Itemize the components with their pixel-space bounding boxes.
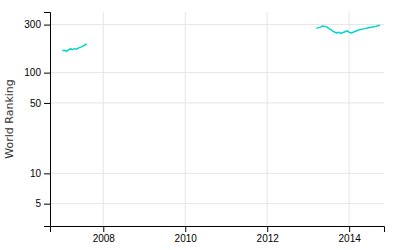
y-tick: 5 — [35, 198, 50, 209]
x-tick: 2012 — [257, 226, 280, 244]
x-tick-label: 2010 — [175, 233, 198, 244]
y-tick-mark — [44, 173, 50, 174]
line — [316, 25, 380, 33]
y-tick-mark — [44, 25, 50, 26]
y-tick-label: 5 — [35, 198, 41, 209]
y-tick-mark — [44, 73, 50, 74]
x-grid-line — [103, 12, 104, 226]
x-tick: 2010 — [175, 226, 198, 244]
x-grid-line — [267, 12, 268, 226]
x-tick: 2014 — [339, 226, 362, 244]
grid — [50, 12, 384, 226]
y-grid-line — [50, 203, 384, 204]
x-axis: 2008 2010 2012 2014 — [51, 226, 385, 244]
y-axis: 5 10 50 100 300 — [24, 13, 50, 227]
y-tick-label: 100 — [24, 67, 41, 78]
y-tick: 10 — [30, 168, 50, 179]
y-grid-line — [50, 102, 384, 103]
x-tick: 2008 — [93, 226, 116, 244]
x-tick-label: 2014 — [339, 233, 362, 244]
y-tick-label: 10 — [30, 168, 42, 179]
x-grid-line — [349, 12, 350, 226]
x-tick-label: 2008 — [93, 233, 116, 244]
y-tick: 50 — [30, 98, 50, 109]
y-tick-mark — [44, 204, 50, 205]
x-grid-line — [185, 12, 186, 226]
x-tick-mark — [349, 226, 350, 232]
y-tick: 300 — [24, 19, 50, 30]
x-tick-mark — [103, 226, 104, 232]
y-grid-line — [50, 72, 384, 73]
x-axis-line — [51, 227, 385, 233]
plot-area — [62, 25, 380, 51]
x-tick-label: 2012 — [257, 233, 280, 244]
y-tick: 100 — [24, 67, 50, 78]
y-tick-mark — [44, 103, 50, 104]
x-tick-mark — [267, 226, 268, 232]
line — [62, 44, 87, 51]
y-tick-label: 300 — [24, 19, 41, 30]
chart: 2008 2010 2012 2014 5 10 50 100 300 World Ranking — [0, 0, 400, 250]
y-tick-label: 50 — [30, 98, 42, 109]
chart-container: 2008 2010 2012 2014 5 10 50 100 300 World Ranking — [0, 0, 400, 250]
y-axis-title: World Ranking — [3, 79, 16, 159]
y-grid-line — [50, 173, 384, 174]
y-axis-line — [44, 13, 51, 227]
x-tick-mark — [185, 226, 186, 232]
y-grid-line — [50, 24, 384, 25]
